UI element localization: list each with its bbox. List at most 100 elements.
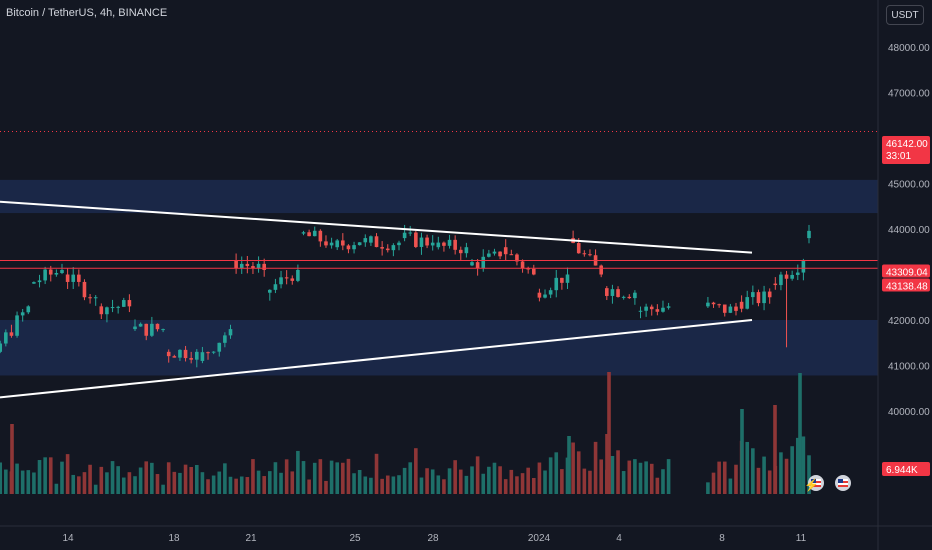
candle-body: [65, 274, 70, 282]
line-1-label: 43309.04: [886, 268, 928, 279]
candle-body: [133, 326, 137, 330]
candle-body: [661, 307, 665, 312]
volume-bar: [419, 477, 424, 494]
volume-bar: [256, 470, 261, 494]
volume-bar: [492, 462, 497, 494]
support-zone: [0, 320, 878, 376]
flag-canton: [811, 479, 816, 483]
volume-bar: [43, 457, 47, 494]
candle-body: [773, 283, 778, 286]
volume-bar: [105, 472, 109, 494]
candle-body: [189, 358, 193, 360]
candle-body: [408, 232, 413, 234]
candle-body: [144, 323, 149, 336]
x-tick-label: 2024: [528, 533, 551, 544]
us-flag-event-icon[interactable]: [835, 475, 851, 491]
volume-bar: [706, 482, 710, 494]
candle-body: [211, 351, 216, 353]
candle-body: [380, 247, 384, 249]
candle-body: [206, 352, 210, 354]
volume-bar: [661, 469, 665, 494]
candle-body: [43, 269, 47, 281]
volume-bar: [599, 459, 603, 494]
line-2-label-bg: [882, 278, 930, 292]
volume-bar: [116, 466, 120, 494]
volume-bar: [206, 479, 210, 494]
volume-bar: [762, 456, 766, 494]
volume-bar: [178, 472, 182, 494]
candle-body: [262, 263, 266, 270]
volume-bar: [425, 468, 429, 494]
candle-body: [268, 289, 272, 293]
chart-title: Bitcoin / TetherUS, 4h, BINANCE: [6, 7, 168, 19]
candle-body: [402, 232, 407, 239]
trendline[interactable]: [0, 200, 753, 254]
volume-bar: [560, 469, 564, 494]
volume-bar: [711, 472, 716, 494]
volume-bar: [273, 462, 278, 494]
candle-body: [756, 292, 761, 304]
volume-bar: [352, 473, 356, 494]
candle-body: [20, 312, 25, 316]
flag-stripe: [811, 485, 821, 487]
candle-body: [324, 241, 328, 246]
candle-body: [391, 245, 396, 251]
volume-bar: [430, 469, 435, 494]
volume-label-bg: [882, 462, 930, 476]
candle-body: [582, 253, 587, 255]
volume-bar: [268, 471, 272, 494]
candle-body: [790, 274, 794, 279]
candle-body: [166, 351, 171, 357]
volume-bar: [801, 436, 806, 494]
volume-bar: [88, 464, 92, 494]
lightning-icon[interactable]: ⚡: [804, 478, 819, 492]
candle-body: [638, 310, 643, 312]
candle-body: [239, 263, 244, 269]
trendline[interactable]: [0, 319, 753, 399]
y-tick-label: 47000.00: [888, 89, 930, 100]
candle-body: [722, 304, 727, 313]
candle-body: [481, 256, 486, 269]
volume-bar: [520, 473, 525, 494]
volume-bar: [593, 441, 598, 494]
candle-body: [397, 242, 401, 246]
candle-body: [487, 253, 491, 257]
volume-bar: [627, 460, 632, 494]
candle-body: [77, 274, 81, 282]
y-tick-label: 44000.00: [888, 225, 930, 236]
last-price-label: 33:01: [886, 151, 911, 162]
volume-bar: [408, 462, 413, 494]
us-flag-event-icon[interactable]: [808, 475, 824, 491]
volume-bar: [464, 475, 469, 494]
candle-body: [751, 292, 755, 298]
candle-body: [357, 242, 362, 246]
candle-body: [183, 349, 188, 359]
volume-bar: [200, 472, 205, 494]
volume-bar: [4, 469, 8, 494]
volume-bar: [548, 457, 553, 494]
volume-bar: [621, 471, 626, 494]
volume-bar: [284, 459, 289, 494]
volume-bar: [798, 373, 802, 494]
volume-bar: [301, 461, 306, 494]
x-tick-label: 28: [427, 533, 439, 544]
candle-body: [762, 291, 766, 304]
candle-body: [717, 304, 721, 306]
candle-body: [312, 230, 317, 237]
candle-body: [543, 294, 547, 298]
volume-bar: [245, 477, 250, 494]
volume-bar: [380, 478, 384, 494]
candle-body: [537, 292, 542, 298]
candle-body: [492, 251, 497, 254]
currency-button[interactable]: USDT: [886, 5, 924, 25]
volume-bar: [397, 475, 401, 494]
volume-bar: [717, 461, 721, 494]
flag-stripe: [838, 485, 848, 487]
volume-bar: [498, 466, 502, 494]
volume-bar: [655, 477, 660, 494]
candle-body: [296, 269, 300, 281]
candle-body: [290, 278, 295, 281]
candle-body: [352, 245, 356, 250]
candle-body: [430, 242, 435, 246]
